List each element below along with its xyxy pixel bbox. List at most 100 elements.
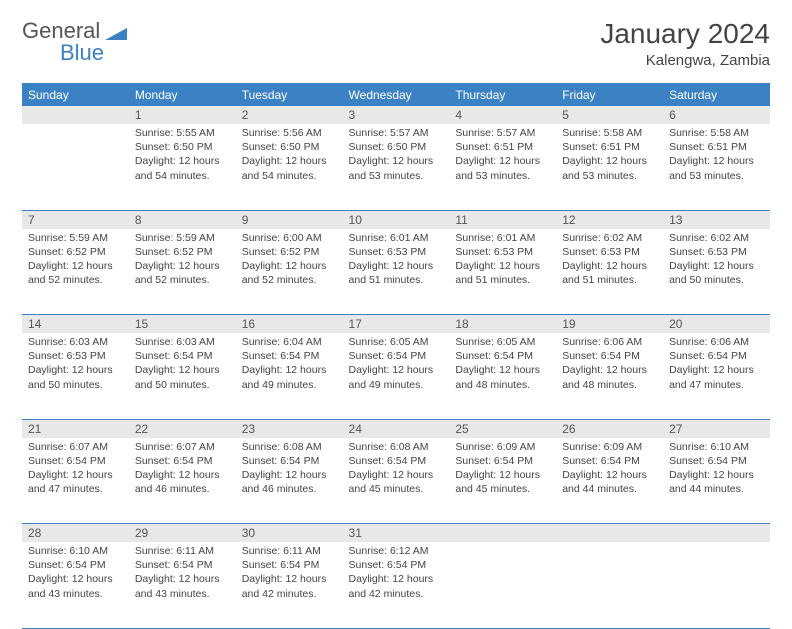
week-row: Sunrise: 5:59 AMSunset: 6:52 PMDaylight:… (22, 229, 770, 315)
day-cell: Sunrise: 6:03 AMSunset: 6:53 PMDaylight:… (22, 333, 129, 419)
day-details: Sunrise: 5:59 AMSunset: 6:52 PMDaylight:… (129, 229, 236, 292)
day-details: Sunrise: 6:08 AMSunset: 6:54 PMDaylight:… (343, 438, 450, 501)
day-cell: Sunrise: 6:10 AMSunset: 6:54 PMDaylight:… (663, 438, 770, 524)
day-details: Sunrise: 6:09 AMSunset: 6:54 PMDaylight:… (449, 438, 556, 501)
day-cell (663, 542, 770, 628)
day-details: Sunrise: 5:55 AMSunset: 6:50 PMDaylight:… (129, 124, 236, 187)
day-details: Sunrise: 6:08 AMSunset: 6:54 PMDaylight:… (236, 438, 343, 501)
day-number: 27 (663, 420, 770, 438)
day-details: Sunrise: 6:03 AMSunset: 6:54 PMDaylight:… (129, 333, 236, 396)
day-details: Sunrise: 5:56 AMSunset: 6:50 PMDaylight:… (236, 124, 343, 187)
day-number: 15 (129, 315, 236, 333)
day-details: Sunrise: 6:09 AMSunset: 6:54 PMDaylight:… (556, 438, 663, 501)
day-number: 24 (343, 420, 450, 438)
weekday-header: Thursday (449, 84, 556, 107)
daynum-row: 28293031 (22, 524, 770, 543)
day-cell: Sunrise: 6:00 AMSunset: 6:52 PMDaylight:… (236, 229, 343, 315)
day-cell: Sunrise: 6:08 AMSunset: 6:54 PMDaylight:… (343, 438, 450, 524)
day-number-empty (22, 106, 129, 124)
day-number: 8 (129, 211, 236, 229)
day-cell: Sunrise: 6:06 AMSunset: 6:54 PMDaylight:… (663, 333, 770, 419)
day-details: Sunrise: 6:10 AMSunset: 6:54 PMDaylight:… (663, 438, 770, 501)
logo-word2: Blue (60, 40, 104, 65)
week-row: Sunrise: 6:07 AMSunset: 6:54 PMDaylight:… (22, 438, 770, 524)
day-details: Sunrise: 6:00 AMSunset: 6:52 PMDaylight:… (236, 229, 343, 292)
day-cell: Sunrise: 6:01 AMSunset: 6:53 PMDaylight:… (343, 229, 450, 315)
day-cell: Sunrise: 5:57 AMSunset: 6:51 PMDaylight:… (449, 124, 556, 210)
day-details: Sunrise: 6:06 AMSunset: 6:54 PMDaylight:… (663, 333, 770, 396)
day-details: Sunrise: 6:05 AMSunset: 6:54 PMDaylight:… (343, 333, 450, 396)
day-cell: Sunrise: 6:11 AMSunset: 6:54 PMDaylight:… (129, 542, 236, 628)
day-number: 12 (556, 211, 663, 229)
weekday-header: Wednesday (343, 84, 450, 107)
day-details: Sunrise: 6:01 AMSunset: 6:53 PMDaylight:… (343, 229, 450, 292)
day-cell: Sunrise: 6:02 AMSunset: 6:53 PMDaylight:… (556, 229, 663, 315)
day-details: Sunrise: 6:10 AMSunset: 6:54 PMDaylight:… (22, 542, 129, 605)
day-number: 16 (236, 315, 343, 333)
day-details: Sunrise: 6:03 AMSunset: 6:53 PMDaylight:… (22, 333, 129, 396)
day-number: 26 (556, 420, 663, 438)
day-number: 19 (556, 315, 663, 333)
day-cell (449, 542, 556, 628)
day-cell: Sunrise: 5:59 AMSunset: 6:52 PMDaylight:… (129, 229, 236, 315)
week-row: Sunrise: 6:03 AMSunset: 6:53 PMDaylight:… (22, 333, 770, 419)
day-details: Sunrise: 6:07 AMSunset: 6:54 PMDaylight:… (22, 438, 129, 501)
day-cell (556, 542, 663, 628)
day-cell: Sunrise: 6:01 AMSunset: 6:53 PMDaylight:… (449, 229, 556, 315)
day-cell: Sunrise: 6:03 AMSunset: 6:54 PMDaylight:… (129, 333, 236, 419)
daynum-row: 78910111213 (22, 210, 770, 229)
day-cell: Sunrise: 6:06 AMSunset: 6:54 PMDaylight:… (556, 333, 663, 419)
day-number: 5 (556, 106, 663, 124)
day-cell: Sunrise: 5:58 AMSunset: 6:51 PMDaylight:… (556, 124, 663, 210)
day-details: Sunrise: 5:57 AMSunset: 6:51 PMDaylight:… (449, 124, 556, 187)
day-details: Sunrise: 5:58 AMSunset: 6:51 PMDaylight:… (663, 124, 770, 187)
day-cell: Sunrise: 6:05 AMSunset: 6:54 PMDaylight:… (343, 333, 450, 419)
day-cell: Sunrise: 6:07 AMSunset: 6:54 PMDaylight:… (129, 438, 236, 524)
day-number: 9 (236, 211, 343, 229)
month-title: January 2024 (600, 18, 770, 50)
logo-word2-wrap: Blue (60, 40, 104, 66)
day-details: Sunrise: 6:12 AMSunset: 6:54 PMDaylight:… (343, 542, 450, 605)
day-details: Sunrise: 6:11 AMSunset: 6:54 PMDaylight:… (129, 542, 236, 605)
day-cell: Sunrise: 6:09 AMSunset: 6:54 PMDaylight:… (449, 438, 556, 524)
day-number: 7 (22, 211, 129, 229)
day-details: Sunrise: 6:11 AMSunset: 6:54 PMDaylight:… (236, 542, 343, 605)
day-number: 21 (22, 420, 129, 438)
day-number: 13 (663, 211, 770, 229)
day-number: 10 (343, 211, 450, 229)
day-number: 28 (22, 524, 129, 542)
day-cell: Sunrise: 5:57 AMSunset: 6:50 PMDaylight:… (343, 124, 450, 210)
day-number: 25 (449, 420, 556, 438)
day-details: Sunrise: 6:04 AMSunset: 6:54 PMDaylight:… (236, 333, 343, 396)
day-cell: Sunrise: 5:55 AMSunset: 6:50 PMDaylight:… (129, 124, 236, 210)
daynum-row: 123456 (22, 106, 770, 124)
day-number: 4 (449, 106, 556, 124)
day-number: 18 (449, 315, 556, 333)
header: General Blue January 2024 Kalengwa, Zamb… (22, 18, 770, 69)
week-row: Sunrise: 5:55 AMSunset: 6:50 PMDaylight:… (22, 124, 770, 210)
day-cell: Sunrise: 5:56 AMSunset: 6:50 PMDaylight:… (236, 124, 343, 210)
day-details: Sunrise: 6:07 AMSunset: 6:54 PMDaylight:… (129, 438, 236, 501)
day-details: Sunrise: 5:57 AMSunset: 6:50 PMDaylight:… (343, 124, 450, 187)
weekday-header: Monday (129, 84, 236, 107)
daynum-row: 14151617181920 (22, 315, 770, 334)
day-number: 6 (663, 106, 770, 124)
day-number: 3 (343, 106, 450, 124)
location: Kalengwa, Zambia (600, 52, 770, 69)
title-block: January 2024 Kalengwa, Zambia (600, 18, 770, 69)
weekday-header: Friday (556, 84, 663, 107)
day-number: 2 (236, 106, 343, 124)
day-cell: Sunrise: 6:07 AMSunset: 6:54 PMDaylight:… (22, 438, 129, 524)
day-cell: Sunrise: 6:11 AMSunset: 6:54 PMDaylight:… (236, 542, 343, 628)
weekday-header: Tuesday (236, 84, 343, 107)
day-cell: Sunrise: 6:02 AMSunset: 6:53 PMDaylight:… (663, 229, 770, 315)
daynum-row: 21222324252627 (22, 419, 770, 438)
day-cell: Sunrise: 5:59 AMSunset: 6:52 PMDaylight:… (22, 229, 129, 315)
day-details: Sunrise: 6:01 AMSunset: 6:53 PMDaylight:… (449, 229, 556, 292)
day-number-empty (663, 524, 770, 542)
day-details: Sunrise: 6:06 AMSunset: 6:54 PMDaylight:… (556, 333, 663, 396)
day-details: Sunrise: 5:58 AMSunset: 6:51 PMDaylight:… (556, 124, 663, 187)
day-cell: Sunrise: 6:10 AMSunset: 6:54 PMDaylight:… (22, 542, 129, 628)
week-row: Sunrise: 6:10 AMSunset: 6:54 PMDaylight:… (22, 542, 770, 628)
day-number: 23 (236, 420, 343, 438)
